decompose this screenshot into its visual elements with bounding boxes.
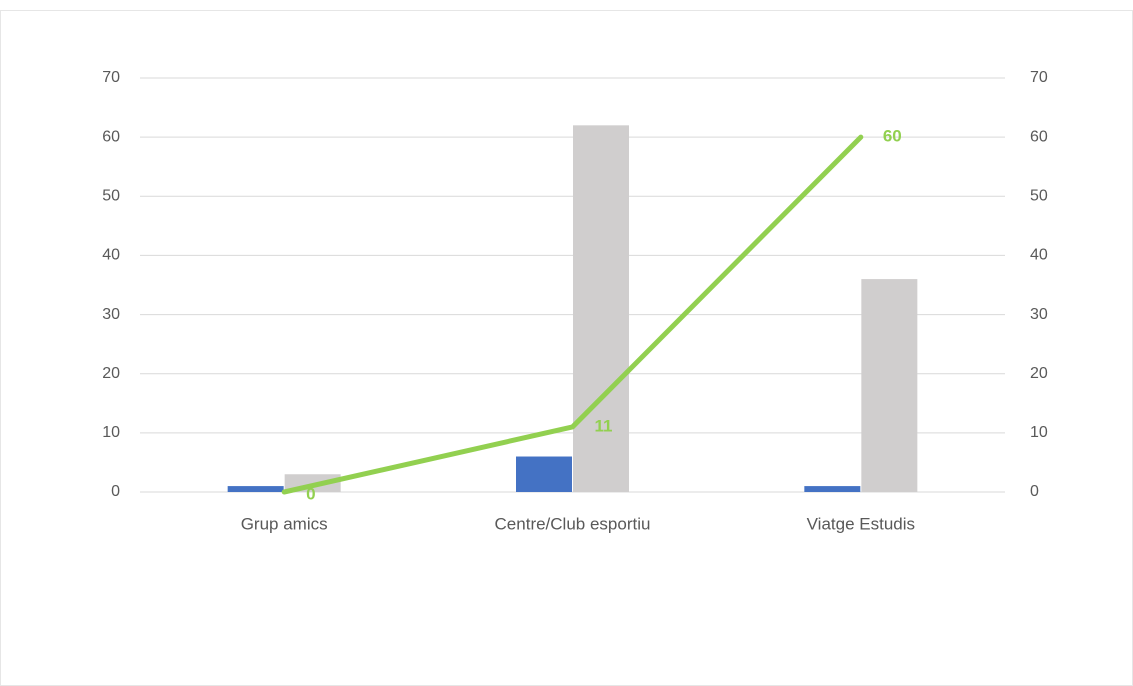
data-label: 60 bbox=[883, 127, 902, 146]
y-tick-label: 30 bbox=[102, 306, 120, 323]
y-tick-label: 70 bbox=[102, 69, 120, 86]
data-label: 0 bbox=[306, 484, 315, 503]
y-tick-label: 10 bbox=[102, 424, 120, 441]
y2-tick-label: 40 bbox=[1030, 247, 1048, 264]
bar bbox=[516, 456, 572, 492]
chart-frame bbox=[0, 10, 1133, 686]
line-series bbox=[281, 134, 864, 495]
y2-tick-label: 20 bbox=[1030, 365, 1048, 382]
y2-tick-label: 0 bbox=[1030, 483, 1039, 500]
bar bbox=[573, 125, 629, 493]
data-label: 11 bbox=[595, 416, 613, 435]
y2-tick-label: 70 bbox=[1030, 69, 1048, 86]
x-tick-label: Viatge Estudis bbox=[807, 514, 915, 533]
y-tick-label: 60 bbox=[102, 128, 120, 145]
y-tick-label: 20 bbox=[102, 365, 120, 382]
y2-tick-label: 50 bbox=[1030, 188, 1048, 205]
y2-tick-label: 10 bbox=[1030, 424, 1048, 441]
bar bbox=[804, 486, 861, 492]
y-tick-label: 40 bbox=[102, 247, 120, 264]
y-tick-label: 50 bbox=[102, 188, 120, 205]
x-tick-label: Grup amics bbox=[241, 514, 328, 533]
y2-tick-label: 60 bbox=[1030, 128, 1048, 145]
bar bbox=[227, 486, 284, 492]
y2-tick-label: 30 bbox=[1030, 306, 1048, 323]
bar bbox=[861, 279, 918, 492]
y-tick-label: 0 bbox=[111, 483, 120, 500]
x-tick-label: Centre/Club esportiu bbox=[495, 514, 651, 533]
